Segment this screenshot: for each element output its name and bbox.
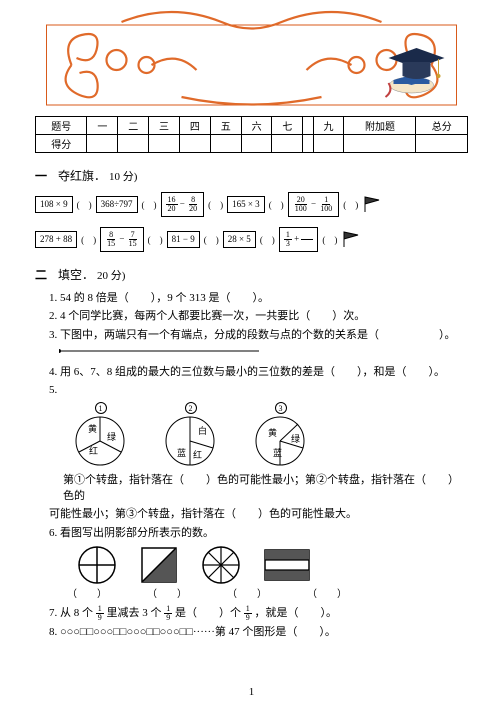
svg-text:红: 红	[89, 445, 98, 456]
q4: 4. 用 6、7、8 组成的最大的三位数与最小的三位数的差是（ ），和是（ ）。	[49, 365, 468, 380]
paren: ( )	[142, 198, 157, 211]
score-cell: 二	[118, 117, 149, 135]
spinner-1: 1 黄 绿 红	[73, 402, 128, 469]
question-list: 1. 54 的 8 倍是（ ），9 个 313 是（ ）。 2. 4 个同学比赛…	[35, 291, 468, 640]
score-cell: 五	[210, 117, 241, 135]
paren: ( )	[77, 198, 92, 211]
calc-box: 1620 − 820	[161, 192, 205, 217]
shapes-row	[77, 545, 468, 585]
paren: ( )	[208, 198, 223, 211]
score-cell: 六	[241, 117, 272, 135]
score-cell: 总分	[416, 117, 468, 135]
score-cell: 九	[313, 117, 344, 135]
banner-svg	[35, 10, 468, 110]
paren: ( )	[148, 233, 163, 246]
calc-box: 815 − 715	[100, 227, 144, 252]
paren: ( )	[204, 233, 219, 246]
chain-b: 278 + 88 ( ) 815 − 715 ( ) 81 − 9 ( ) 28…	[35, 227, 468, 252]
calc-box: 81 − 9	[167, 231, 200, 249]
score-label: 得分	[36, 135, 87, 153]
calc-box: 20100 − 1100	[288, 192, 340, 217]
spinner-2: 2 白 蓝 红	[163, 402, 218, 469]
section-num: 一	[35, 169, 47, 183]
q2: 2. 4 个同学比赛，每两个人都要比赛一次，一共要比（ ）次。	[49, 309, 468, 324]
score-header-row: 题号 一 二 三 四 五 六 七 九 附加题 总分	[36, 117, 468, 135]
flag-icon	[362, 195, 382, 215]
svg-text:黄: 黄	[268, 427, 277, 438]
q7: 7. 从 8 个 19 里减去 3 个 19 是（ ）个 19 ，就是（ ）。	[49, 605, 468, 622]
svg-text:绿: 绿	[291, 433, 300, 444]
score-cell: 四	[179, 117, 210, 135]
paren: ( )	[81, 233, 96, 246]
score-cell: 七	[272, 117, 303, 135]
chain-a: 108 × 9 ( ) 368÷797 ( ) 1620 − 820 ( ) 1…	[35, 192, 468, 217]
calc-box: 165 × 3	[227, 196, 265, 214]
spinners-row: 1 黄 绿 红 2 白 蓝	[73, 402, 468, 469]
shape-circle-eighths	[201, 545, 241, 585]
q3: 3. 下图中，两端只有一个有端点，分成的段数与点的个数的关系是（）。	[49, 328, 468, 343]
q3-line	[59, 346, 468, 361]
page-number: 1	[249, 686, 255, 698]
svg-text:黄: 黄	[88, 423, 97, 434]
paren: ( )	[269, 198, 284, 211]
shape-square-half	[139, 545, 179, 585]
score-value-row: 得分	[36, 135, 468, 153]
section-points: 10 分)	[109, 171, 137, 183]
shape-rect-thirds	[263, 548, 311, 582]
score-cell	[303, 117, 313, 135]
calc-box: 108 × 9	[35, 196, 73, 214]
q5: 5.	[49, 383, 468, 398]
q8: 8. ○○○□□○○○□□○○○□□○○○□□······第 47 个图形是（ …	[49, 625, 468, 640]
section-name: 填空．	[58, 268, 94, 282]
paren: ( )	[260, 233, 275, 246]
decorative-banner	[35, 10, 468, 110]
score-cell: 题号	[36, 117, 87, 135]
paren: ( )	[343, 198, 358, 211]
flag-icon	[341, 230, 361, 250]
section-2-title: 二 填空． 20 分)	[35, 266, 468, 283]
q5-text-b: 可能性最小；第③个转盘，指针落在（ ）色的可能性最大。	[49, 507, 468, 522]
section-name: 夺红旗．	[58, 169, 106, 183]
section-1-title: 一 夺红旗． 10 分)	[35, 167, 468, 184]
score-cell: 附加题	[344, 117, 416, 135]
spinner-3: 3 黄 绿 蓝	[253, 402, 308, 469]
calc-box: 368÷797	[96, 196, 138, 214]
svg-text:白: 白	[198, 425, 207, 436]
svg-text:蓝: 蓝	[177, 447, 186, 458]
q5-text-a: 第①个转盘，指针落在（ ）色的可能性最小；第②个转盘，指针落在（ ）色的	[63, 473, 468, 504]
section-num: 二	[35, 268, 47, 282]
svg-text:绿: 绿	[107, 431, 116, 442]
calc-box: 28 × 5	[223, 231, 256, 249]
section-points: 20 分)	[97, 270, 125, 282]
q6-blanks: （ ） （ ） （ ） （ ）	[67, 588, 468, 602]
q6: 6. 看图写出阴影部分所表示的数。	[49, 526, 468, 541]
score-table: 题号 一 二 三 四 五 六 七 九 附加题 总分 得分	[35, 116, 468, 153]
paren: ( )	[322, 233, 337, 246]
calc-box: 13 +	[279, 227, 319, 252]
shape-circle-quarters	[77, 545, 117, 585]
score-cell: 三	[149, 117, 180, 135]
calc-box: 278 + 88	[35, 231, 77, 249]
svg-text:蓝: 蓝	[273, 447, 282, 458]
svg-text:红: 红	[193, 449, 202, 460]
q1: 1. 54 的 8 倍是（ ），9 个 313 是（ ）。	[49, 291, 468, 306]
score-cell: 一	[87, 117, 118, 135]
